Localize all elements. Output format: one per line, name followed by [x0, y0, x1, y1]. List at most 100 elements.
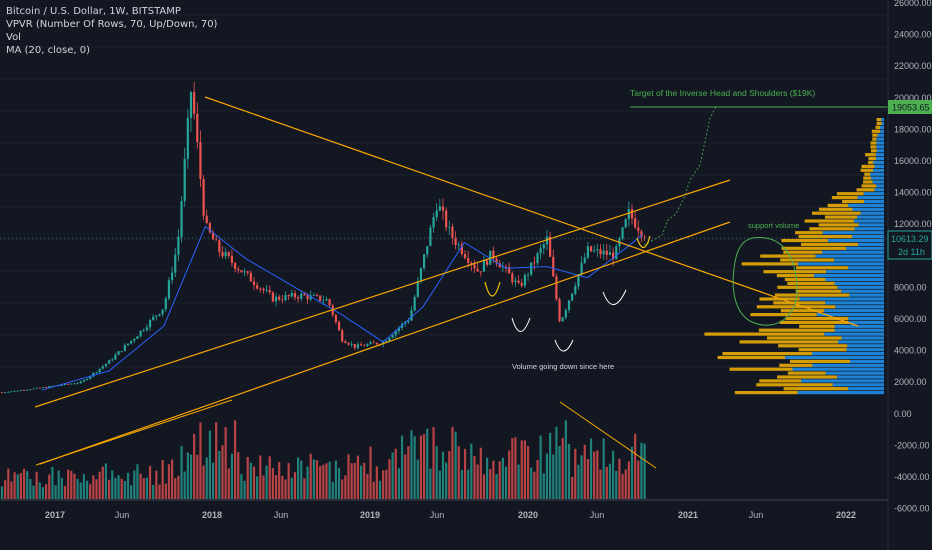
candle-body [593, 250, 596, 252]
x-tick-label: Jun [430, 510, 445, 520]
lower-ascending-trendline [39, 221, 731, 465]
volume-bar [369, 446, 372, 499]
volume-bar [155, 470, 158, 499]
candle-body [243, 271, 246, 273]
candle-body [177, 236, 180, 255]
candle-body [278, 296, 281, 300]
vpvr-bar-up [801, 379, 884, 383]
vpvr-bar-down [722, 352, 812, 356]
volume-bar [199, 422, 202, 499]
y-axis: 26000.00 24000.00 22000.00 20000.00 18000.00… [887, 0, 932, 550]
volume-bar [189, 454, 193, 499]
volume-annotation: Volume going down since here [512, 362, 614, 371]
volume-bar [501, 457, 504, 499]
candle-body [79, 381, 82, 384]
volume-bar [208, 430, 211, 499]
vol-indicator-label[interactable]: Vol [6, 32, 21, 43]
candle-body [306, 295, 309, 300]
volume-bar [334, 460, 337, 499]
volume-bar [120, 478, 123, 499]
y-tick-label: -4000.00 [894, 472, 930, 482]
vpvr-bar-down [760, 254, 816, 258]
candle-body [413, 296, 416, 311]
candle-body [240, 270, 243, 273]
candle-body [555, 276, 558, 300]
support-annotation: support volume [748, 221, 799, 230]
vpvr-bar-up [848, 203, 884, 207]
candle-body [419, 268, 423, 282]
vpvr-bar-up [837, 375, 884, 379]
volume-bar [549, 432, 552, 499]
vpvr-bar-up [857, 196, 884, 200]
candle-body [315, 295, 319, 296]
vpvr-bar-up [876, 157, 884, 161]
vpvr-profile [704, 118, 884, 395]
volume-bar [589, 438, 593, 499]
candle-body [457, 244, 460, 246]
candle-body [366, 344, 369, 347]
candle-body [476, 268, 479, 272]
vpvr-bar-down [734, 391, 798, 395]
vpvr-bar-down [861, 164, 875, 168]
volume-bar [174, 478, 177, 499]
vpvr-bar-up [846, 348, 884, 352]
volume-bar [315, 460, 319, 499]
volume-bar [158, 484, 161, 499]
volume-bar [4, 480, 7, 499]
candle-body [41, 387, 45, 389]
volume-bar [344, 475, 347, 499]
volume-bar [262, 475, 265, 499]
countdown-text: 2d 11h [898, 247, 925, 257]
vpvr-bar-up [826, 270, 884, 274]
vpvr-bar-down [783, 387, 849, 391]
volume-bar [32, 485, 35, 499]
candle-body [564, 309, 567, 318]
candle-body [344, 341, 347, 344]
ma-indicator-label[interactable]: MA (20, close, 0) [6, 45, 91, 56]
candle-body [63, 383, 67, 386]
volume-bar [438, 470, 441, 499]
candle-body [98, 368, 101, 373]
volume-bar [224, 427, 227, 499]
vpvr-bar-down [779, 363, 813, 367]
candle-body [259, 288, 262, 290]
candle-body [501, 266, 504, 268]
volume-bar [486, 457, 489, 499]
vpvr-bar-up [870, 172, 884, 176]
volume-bar [612, 450, 615, 499]
volume-bar [95, 479, 98, 499]
volume-bar [142, 478, 145, 499]
volume-bar [322, 464, 325, 499]
vpvr-bar-up [876, 149, 884, 153]
symbol-title[interactable]: Bitcoin / U.S. Dollar, 1W, BITSTAMP [6, 6, 181, 17]
volume-bar [558, 446, 561, 499]
x-tick-label: Jun [749, 510, 764, 520]
candles [0, 81, 646, 394]
volume-bar [293, 472, 297, 499]
volume-bars [0, 420, 646, 499]
vpvr-bar-up [847, 344, 884, 348]
candle-body [580, 262, 583, 275]
candle-body [432, 217, 435, 228]
volume-bar [221, 445, 224, 499]
volume-bar [35, 471, 38, 499]
vpvr-bar-up [854, 227, 884, 231]
volume-bar [60, 477, 63, 499]
volume-bar [561, 437, 564, 499]
volume-bar [441, 451, 445, 499]
candle-body [7, 391, 10, 393]
vpvr-bar-up [853, 219, 884, 223]
volume-bar [271, 468, 274, 499]
volume-bar [13, 472, 16, 499]
vpvr-indicator-label[interactable]: VPVR (Number Of Rows, 70, Up/Down, 70) [6, 19, 218, 30]
vpvr-bar-down [787, 371, 826, 375]
candle-body [325, 299, 328, 301]
volume-bar [133, 470, 136, 499]
candle-body [397, 327, 400, 331]
candle-body [133, 338, 136, 341]
volume-bar [476, 464, 479, 499]
volume-bar [230, 453, 234, 499]
volume-bar [463, 448, 467, 499]
